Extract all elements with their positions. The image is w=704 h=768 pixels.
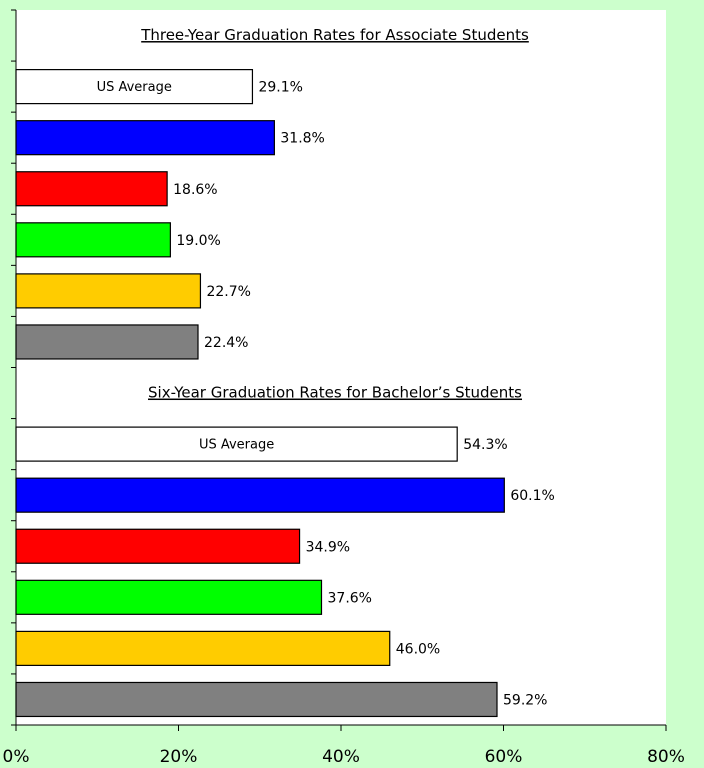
value-label: 34.9%: [306, 539, 350, 555]
value-label: 54.3%: [463, 437, 507, 453]
x-tick-label: 40%: [322, 747, 360, 767]
bar: [15, 681, 498, 718]
bar: [15, 120, 275, 156]
bar-label: US Average: [199, 438, 274, 453]
value-label: 46.0%: [396, 641, 440, 657]
bar: [15, 579, 323, 615]
bar-label: US Average: [97, 80, 172, 95]
plot-area: [16, 10, 666, 725]
bar: [15, 324, 199, 360]
value-label: 22.4%: [204, 335, 248, 351]
x-tick-label: 20%: [160, 747, 198, 767]
x-tick-label: 80%: [647, 747, 685, 767]
x-tick-label: 60%: [485, 747, 523, 767]
value-label: 19.0%: [176, 233, 220, 249]
bar: [15, 426, 458, 462]
value-label: 60.1%: [510, 488, 554, 504]
value-label: 59.2%: [503, 692, 547, 708]
value-label: 31.8%: [280, 131, 324, 147]
group-title: Three-Year Graduation Rates for Associat…: [140, 26, 529, 44]
value-label: 29.1%: [258, 80, 302, 96]
bar: [15, 69, 254, 105]
value-label: 37.6%: [328, 590, 372, 606]
value-label: 18.6%: [173, 182, 217, 198]
bar: [15, 477, 505, 513]
bar: [15, 273, 202, 309]
x-tick-label: 0%: [3, 747, 30, 767]
value-label: 22.7%: [206, 284, 250, 300]
group-title: Six-Year Graduation Rates for Bachelor’s…: [148, 384, 522, 402]
bar: [15, 630, 391, 666]
bar: [15, 171, 168, 207]
bar: [15, 222, 171, 258]
bar: [15, 528, 301, 564]
